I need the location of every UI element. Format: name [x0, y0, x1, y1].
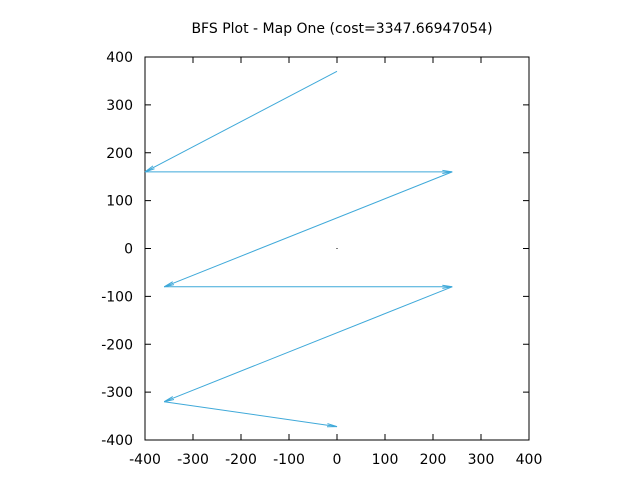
y-tick-label: 0	[124, 242, 133, 258]
path-segment	[144, 70, 338, 173]
y-tick-label: 400	[106, 50, 133, 66]
chart-title: BFS Plot - Map One (cost=3347.66947054)	[191, 21, 492, 37]
y-tick-label: -400	[101, 433, 133, 449]
x-tick-label: 200	[420, 452, 447, 468]
y-tick-label: 200	[106, 146, 133, 162]
path-segment	[164, 286, 453, 403]
x-tick-label: 400	[516, 452, 543, 468]
arrowhead	[326, 423, 338, 428]
x-tick-label: 0	[333, 452, 342, 468]
arrowhead	[163, 396, 175, 403]
y-tick-label: -300	[101, 385, 133, 401]
arrowhead	[144, 165, 155, 173]
origin-dot	[336, 248, 338, 249]
x-tick-label: -300	[177, 452, 209, 468]
x-tick-label: -200	[225, 452, 257, 468]
path-segment	[164, 171, 453, 288]
y-tick-label: 300	[106, 98, 133, 114]
y-tick-label: -200	[101, 337, 133, 353]
x-tick-label: -100	[273, 452, 305, 468]
y-tick-label: 100	[106, 194, 133, 210]
y-tick-label: -100	[101, 289, 133, 305]
x-tick-label: 300	[468, 452, 495, 468]
x-tick-label: 100	[372, 452, 399, 468]
x-tick-label: -400	[129, 452, 161, 468]
path-segment	[164, 401, 338, 428]
arrowhead	[163, 281, 175, 288]
